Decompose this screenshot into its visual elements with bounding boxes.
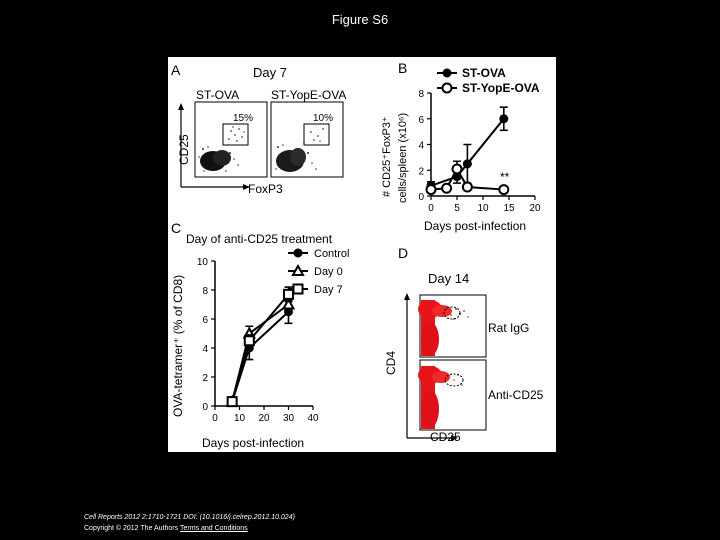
chart-c-xtick-label: 20	[258, 413, 270, 424]
legend-marker-day0	[291, 263, 305, 276]
chart-b-significance-annotation: **	[500, 170, 510, 184]
chart-c-point-day-7	[226, 396, 238, 408]
chart-b-xtick-label: 10	[477, 203, 489, 214]
chart-b-point-st-yope-ova	[451, 163, 463, 175]
panel-b-letter: B	[398, 60, 407, 76]
chart-b-point-st-yope-ova	[441, 182, 453, 194]
chart-c-ytick-label: 10	[197, 257, 209, 268]
panel-d-x-arrowhead	[451, 435, 458, 441]
legend-label-control: Control	[314, 248, 349, 260]
chart-c-xtick-label: 10	[234, 413, 246, 424]
slide-title: Figure S6	[331, 12, 389, 27]
chart-b-xtick-label: 0	[428, 203, 434, 214]
panel-a-ylabel: CD25	[177, 134, 191, 165]
panel-d-row1-label: Rat IgG	[488, 321, 529, 335]
chart-b-ytick-label: 6	[418, 115, 424, 126]
chart-b-ytick-label: 0	[418, 192, 424, 203]
chart-c-ytick-label: 6	[202, 315, 208, 326]
chart-b-ytick-label: 4	[418, 141, 424, 152]
panel-a-letter: A	[171, 62, 181, 78]
flow-plot-st-ova: 15%	[194, 101, 268, 178]
chart-c-xtick-label: 40	[307, 413, 319, 424]
gate-ellipse-anti-cd25	[444, 373, 464, 387]
panel-a-plot2-label: ST-YopE-OVA	[271, 88, 346, 102]
gate-box-st-ova	[222, 123, 249, 146]
panel-a-y-arrowhead	[178, 103, 184, 110]
chart-b: 0 2 4 6 8 0 5 10 15 20 **	[418, 89, 541, 214]
chart-c-ytick-label: 0	[202, 402, 208, 413]
chart-b-point-st-ova	[499, 114, 509, 124]
flow-plot-rat-igg	[418, 294, 487, 358]
chart-c-ytick-label: 4	[202, 344, 208, 355]
panel-a-xlabel: FoxP3	[248, 182, 283, 196]
legend-label-day7: Day 7	[314, 284, 343, 296]
panel-a-title: Day 7	[253, 65, 287, 80]
chart-c-point-day-7	[283, 288, 294, 300]
chart-c-ytick-label: 8	[202, 286, 208, 297]
chart-c-point-day-0	[281, 297, 296, 310]
chart-b-xtick-label: 5	[454, 203, 460, 214]
chart-b-point-st-yope-ova	[498, 184, 510, 196]
panel-b-ylabel-line1: # CD25⁺FoxP3⁺	[381, 116, 393, 197]
panel-c-ylabel: OVA-tetramer⁺ (% of CD8)	[171, 275, 185, 417]
chart-b-xtick-label: 15	[503, 203, 515, 214]
panel-c: C Day of anti-CD25 treatment Control Day…	[171, 220, 349, 450]
panel-d: D Day 14 CD4 CD25 Rat IgG	[384, 245, 544, 444]
chart-b-ytick-label: 2	[418, 166, 424, 177]
panel-d-letter: D	[398, 245, 408, 261]
panel-a-x-arrowhead	[243, 184, 250, 190]
panel-d-row2-label: Anti-CD25	[488, 388, 544, 402]
legend-label-day0: Day 0	[314, 266, 343, 278]
panel-a-plot1-label: ST-OVA	[196, 88, 239, 102]
chart-c-xtick-label: 30	[283, 413, 295, 424]
footer-citation: Cell Reports 2012 2:1710-1721 DOI: (10.1…	[84, 514, 295, 521]
panel-d-ylabel: CD4	[384, 351, 398, 375]
panel-b-ylabel-line2: cells/spleen (x10⁶)	[397, 113, 409, 203]
chart-b-xtick-label: 20	[529, 203, 541, 214]
panel-d-xlabel: CD25	[430, 430, 461, 444]
legend-label-st-yope-ova: ST-YopE-OVA	[462, 81, 540, 95]
legend-marker-st-ova	[442, 68, 452, 78]
panel-a: A Day 7 ST-OVA ST-YopE-OVA CD25 FoxP3	[171, 62, 346, 196]
footer: Cell Reports 2012 2:1710-1721 DOI: (10.1…	[84, 512, 295, 534]
figure-panel: A Day 7 ST-OVA ST-YopE-OVA CD25 FoxP3	[168, 57, 556, 452]
chart-c: 0 2 4 6 8 10 0 10 20 30 40	[197, 257, 319, 424]
legend-marker-day7	[292, 283, 304, 295]
panel-b-xlabel: Days post-infection	[424, 219, 526, 233]
panel-c-letter: C	[171, 220, 181, 236]
gate-percent-st-yope-ova: 10%	[313, 113, 333, 124]
chart-b-ytick-label: 8	[418, 89, 424, 100]
legend-marker-control	[293, 248, 303, 258]
chart-b-point-st-yope-ova	[425, 184, 437, 196]
panel-d-title: Day 14	[428, 271, 469, 286]
chart-b-point-st-ova	[462, 159, 472, 169]
gate-percent-st-ova: 15%	[233, 113, 253, 124]
chart-c-ytick-label: 2	[202, 373, 208, 384]
panel-c-legend-title: Day of anti-CD25 treatment	[186, 232, 333, 246]
footer-copyright: Copyright © 2012 The Authors	[84, 525, 179, 532]
chart-c-xtick-label: 0	[212, 413, 218, 424]
legend-marker-st-yope-ova	[441, 82, 453, 94]
flow-plot-st-yope-ova: 10%	[270, 101, 344, 178]
gate-box-st-yope-ova	[303, 123, 330, 146]
gate-ellipse-rat-igg	[443, 306, 461, 320]
panel-c-xlabel: Days post-infection	[202, 436, 304, 450]
legend-label-st-ova: ST-OVA	[462, 66, 506, 80]
flow-plot-anti-cd25	[418, 359, 487, 431]
panel-b-legend: ST-OVA ST-YopE-OVA	[437, 66, 540, 95]
panel-c-legend: Control Day 0 Day 7	[288, 248, 349, 296]
figure-svg: A Day 7 ST-OVA ST-YopE-OVA CD25 FoxP3	[171, 60, 544, 450]
chart-b-point-st-yope-ova	[461, 181, 473, 193]
chart-c-point-day-7	[243, 335, 255, 347]
footer-terms-link[interactable]: Terms and Conditions	[179, 525, 248, 532]
panel-b: B ST-OVA ST-YopE-OVA # CD25⁺FoxP3⁺ cells…	[381, 60, 541, 233]
panel-d-y-arrowhead	[404, 293, 410, 300]
